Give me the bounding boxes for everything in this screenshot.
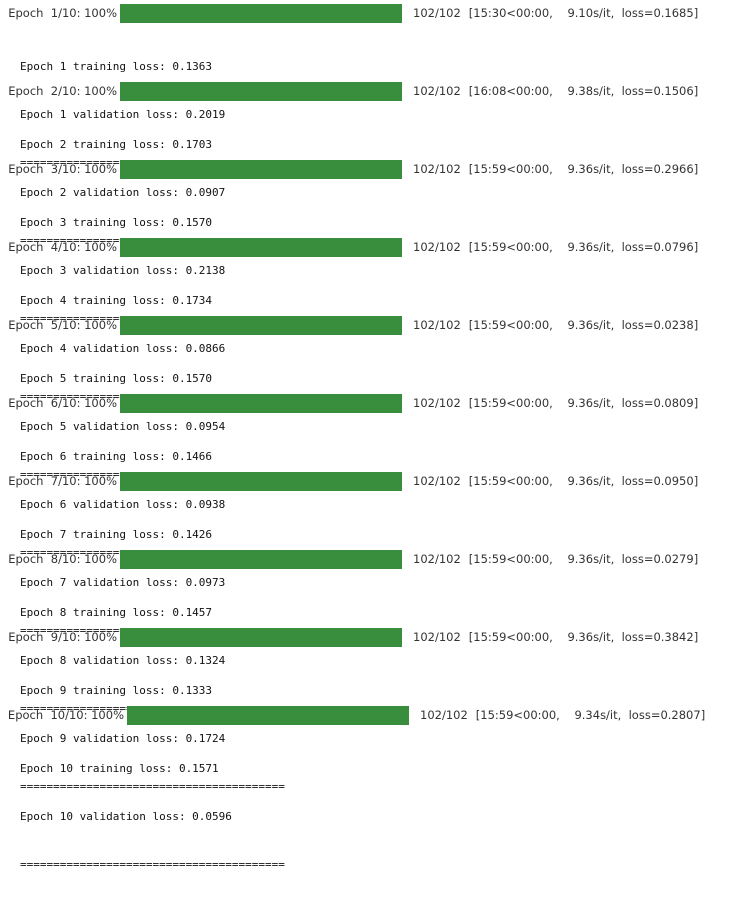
training-loss-line: Epoch 3 training loss: 0.1570 bbox=[20, 216, 213, 229]
progress-bar-fill bbox=[120, 237, 402, 257]
progress-prefix: Epoch 6/10: 100% bbox=[8, 396, 117, 410]
epoch-output: Epoch 10 training loss: 0.1571 Epoch 10 … bbox=[20, 729, 285, 905]
progress-bar-fill bbox=[120, 393, 402, 413]
progress-bar bbox=[120, 237, 402, 257]
validation-loss-line: Epoch 8 validation loss: 0.1324 bbox=[20, 654, 226, 667]
progress-bar bbox=[120, 627, 402, 647]
progress-stats: [15:59<00:00, 9.36s/it, loss=0.2966] bbox=[468, 162, 699, 176]
progress-stats: [15:59<00:00, 9.36s/it, loss=0.0279] bbox=[468, 552, 699, 566]
progress-stats: [15:30<00:00, 9.10s/it, loss=0.1685] bbox=[468, 6, 699, 20]
progress-stats: [15:59<00:00, 9.36s/it, loss=0.0950] bbox=[468, 474, 699, 488]
separator-line: ======================================== bbox=[20, 858, 285, 871]
progress-bar-fill bbox=[127, 705, 409, 725]
epoch-progress-row: Epoch 10/10: 100% 102/102 [15:59<00:00, … bbox=[0, 702, 705, 728]
epoch-block: Epoch 3/10: 100% 102/102 [15:59<00:00, 9… bbox=[0, 156, 737, 325]
progress-count: 102/102 bbox=[413, 240, 461, 254]
validation-loss-line: Epoch 9 validation loss: 0.1724 bbox=[20, 732, 226, 745]
progress-bar bbox=[120, 471, 402, 491]
progress-bar-fill bbox=[120, 627, 402, 647]
epoch-progress-row: Epoch 2/10: 100% 102/102 [16:08<00:00, 9… bbox=[0, 78, 698, 104]
epoch-progress-row: Epoch 8/10: 100% 102/102 [15:59<00:00, 9… bbox=[0, 546, 698, 572]
progress-prefix: Epoch 9/10: 100% bbox=[8, 630, 117, 644]
progress-count: 102/102 bbox=[413, 630, 461, 644]
progress-bar bbox=[120, 159, 402, 179]
progress-stats: [16:08<00:00, 9.38s/it, loss=0.1506] bbox=[468, 84, 699, 98]
progress-bar bbox=[120, 315, 402, 335]
training-loss-line: Epoch 6 training loss: 0.1466 bbox=[20, 450, 213, 463]
epoch-progress-row: Epoch 6/10: 100% 102/102 [15:59<00:00, 9… bbox=[0, 390, 698, 416]
epoch-progress-row: Epoch 5/10: 100% 102/102 [15:59<00:00, 9… bbox=[0, 312, 698, 338]
epoch-progress-row: Epoch 1/10: 100% 102/102 [15:30<00:00, 9… bbox=[0, 0, 698, 26]
training-output-log: Epoch 1/10: 100% 102/102 [15:30<00:00, 9… bbox=[0, 0, 737, 871]
progress-count: 102/102 bbox=[413, 318, 461, 332]
progress-count: 102/102 bbox=[413, 474, 461, 488]
epoch-block: Epoch 4/10: 100% 102/102 [15:59<00:00, 9… bbox=[0, 234, 737, 403]
progress-stats: [15:59<00:00, 9.36s/it, loss=0.3842] bbox=[468, 630, 699, 644]
epoch-block: Epoch 6/10: 100% 102/102 [15:59<00:00, 9… bbox=[0, 390, 737, 559]
epoch-progress-row: Epoch 3/10: 100% 102/102 [15:59<00:00, 9… bbox=[0, 156, 698, 182]
training-loss-line: Epoch 2 training loss: 0.1703 bbox=[20, 138, 213, 151]
progress-bar bbox=[120, 3, 402, 23]
progress-bar bbox=[127, 705, 409, 725]
epoch-block: Epoch 10/10: 100% 102/102 [15:59<00:00, … bbox=[0, 702, 737, 871]
training-loss-line: Epoch 8 training loss: 0.1457 bbox=[20, 606, 213, 619]
training-loss-line: Epoch 5 training loss: 0.1570 bbox=[20, 372, 213, 385]
training-loss-line: Epoch 7 training loss: 0.1426 bbox=[20, 528, 213, 541]
progress-bar-fill bbox=[120, 315, 402, 335]
progress-count: 102/102 bbox=[413, 396, 461, 410]
progress-bar-fill bbox=[120, 549, 402, 569]
epoch-block: Epoch 8/10: 100% 102/102 [15:59<00:00, 9… bbox=[0, 546, 737, 715]
epoch-progress-row: Epoch 9/10: 100% 102/102 [15:59<00:00, 9… bbox=[0, 624, 698, 650]
progress-bar-fill bbox=[120, 159, 402, 179]
validation-loss-line: Epoch 3 validation loss: 0.2138 bbox=[20, 264, 226, 277]
progress-bar bbox=[120, 549, 402, 569]
progress-count: 102/102 bbox=[420, 708, 468, 722]
epoch-block: Epoch 5/10: 100% 102/102 [15:59<00:00, 9… bbox=[0, 312, 737, 481]
progress-count: 102/102 bbox=[413, 6, 461, 20]
training-loss-line: Epoch 10 training loss: 0.1571 bbox=[20, 762, 219, 775]
validation-loss-line: Epoch 2 validation loss: 0.0907 bbox=[20, 186, 226, 199]
progress-prefix: Epoch 10/10: 100% bbox=[7, 708, 124, 722]
progress-bar-fill bbox=[120, 81, 402, 101]
validation-loss-line: Epoch 4 validation loss: 0.0866 bbox=[20, 342, 226, 355]
epoch-progress-row: Epoch 7/10: 100% 102/102 [15:59<00:00, 9… bbox=[0, 468, 698, 494]
progress-prefix: Epoch 7/10: 100% bbox=[8, 474, 117, 488]
training-loss-line: Epoch 9 training loss: 0.1333 bbox=[20, 684, 213, 697]
progress-stats: [15:59<00:00, 9.36s/it, loss=0.0809] bbox=[468, 396, 699, 410]
validation-loss-line: Epoch 10 validation loss: 0.0596 bbox=[20, 810, 232, 823]
validation-loss-line: Epoch 1 validation loss: 0.2019 bbox=[20, 108, 226, 121]
progress-stats: [15:59<00:00, 9.34s/it, loss=0.2807] bbox=[475, 708, 706, 722]
epoch-block: Epoch 9/10: 100% 102/102 [15:59<00:00, 9… bbox=[0, 624, 737, 793]
epoch-block: Epoch 7/10: 100% 102/102 [15:59<00:00, 9… bbox=[0, 468, 737, 637]
progress-prefix: Epoch 5/10: 100% bbox=[8, 318, 117, 332]
progress-count: 102/102 bbox=[413, 162, 461, 176]
epoch-output: Epoch 6 training loss: 0.1466 Epoch 6 va… bbox=[20, 417, 285, 593]
progress-prefix: Epoch 1/10: 100% bbox=[8, 6, 117, 20]
progress-bar-fill bbox=[120, 3, 402, 23]
progress-count: 102/102 bbox=[413, 84, 461, 98]
training-loss-line: Epoch 1 training loss: 0.1363 bbox=[20, 60, 213, 73]
validation-loss-line: Epoch 5 validation loss: 0.0954 bbox=[20, 420, 226, 433]
progress-prefix: Epoch 2/10: 100% bbox=[8, 84, 117, 98]
validation-loss-line: Epoch 7 validation loss: 0.0973 bbox=[20, 576, 226, 589]
training-loss-line: Epoch 4 training loss: 0.1734 bbox=[20, 294, 213, 307]
epoch-output: Epoch 2 training loss: 0.1703 Epoch 2 va… bbox=[20, 105, 285, 281]
progress-bar bbox=[120, 393, 402, 413]
validation-loss-line: Epoch 6 validation loss: 0.0938 bbox=[20, 498, 226, 511]
progress-bar-fill bbox=[120, 471, 402, 491]
epoch-progress-row: Epoch 4/10: 100% 102/102 [15:59<00:00, 9… bbox=[0, 234, 698, 260]
epoch-block: Epoch 1/10: 100% 102/102 [15:30<00:00, 9… bbox=[0, 0, 737, 169]
progress-prefix: Epoch 3/10: 100% bbox=[8, 162, 117, 176]
progress-stats: [15:59<00:00, 9.36s/it, loss=0.0238] bbox=[468, 318, 699, 332]
progress-prefix: Epoch 4/10: 100% bbox=[8, 240, 117, 254]
progress-stats: [15:59<00:00, 9.36s/it, loss=0.0796] bbox=[468, 240, 699, 254]
progress-bar bbox=[120, 81, 402, 101]
progress-count: 102/102 bbox=[413, 552, 461, 566]
progress-prefix: Epoch 8/10: 100% bbox=[8, 552, 117, 566]
epoch-block: Epoch 2/10: 100% 102/102 [16:08<00:00, 9… bbox=[0, 78, 737, 247]
